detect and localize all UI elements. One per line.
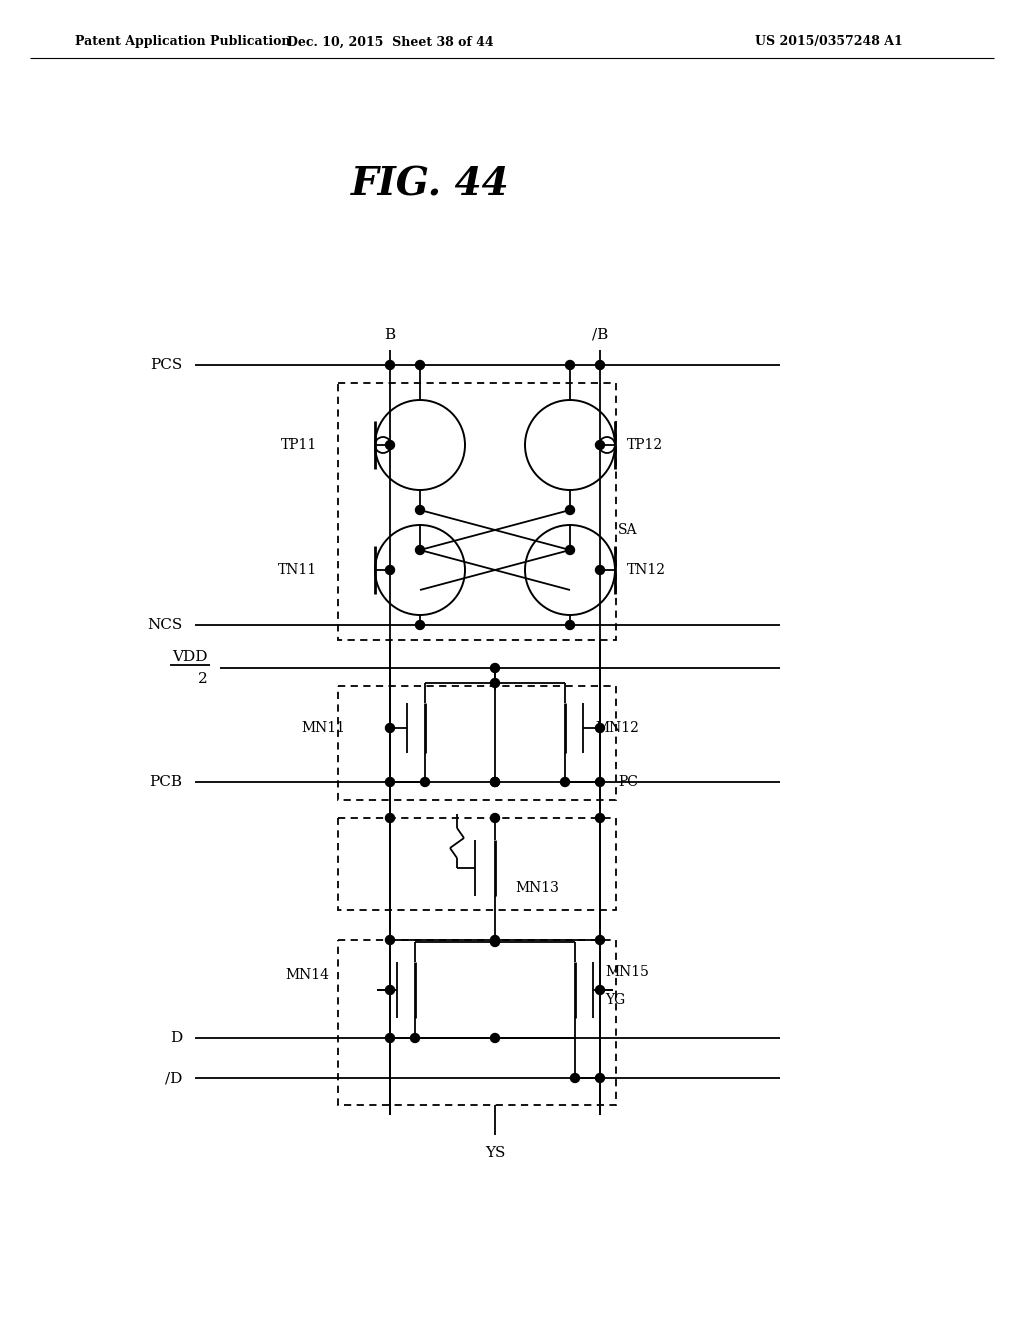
Circle shape	[596, 777, 604, 787]
Circle shape	[385, 723, 394, 733]
Text: /B: /B	[592, 327, 608, 342]
Circle shape	[416, 620, 425, 630]
Text: PCB: PCB	[150, 775, 182, 789]
Circle shape	[416, 360, 425, 370]
Circle shape	[490, 936, 500, 945]
Circle shape	[385, 1034, 394, 1043]
Text: 2: 2	[199, 672, 208, 686]
Circle shape	[385, 565, 394, 574]
Circle shape	[416, 545, 425, 554]
Circle shape	[490, 937, 500, 946]
Text: MN12: MN12	[595, 721, 639, 735]
Circle shape	[490, 678, 500, 688]
Text: /D: /D	[165, 1071, 182, 1085]
Text: Patent Application Publication: Patent Application Publication	[75, 36, 291, 49]
Circle shape	[490, 813, 500, 822]
Text: B: B	[384, 327, 395, 342]
Circle shape	[385, 936, 394, 945]
Circle shape	[570, 1073, 580, 1082]
Circle shape	[490, 777, 500, 787]
Circle shape	[416, 506, 425, 515]
Circle shape	[596, 441, 604, 450]
Circle shape	[565, 506, 574, 515]
Text: MN13: MN13	[515, 880, 559, 895]
Text: VDD: VDD	[172, 649, 208, 664]
Circle shape	[565, 620, 574, 630]
Text: US 2015/0357248 A1: US 2015/0357248 A1	[755, 36, 903, 49]
Text: MN14: MN14	[285, 968, 329, 982]
Text: D: D	[170, 1031, 182, 1045]
Circle shape	[596, 813, 604, 822]
Bar	[338, 818, 616, 909]
Text: YG: YG	[605, 993, 626, 1007]
Text: TP12: TP12	[627, 438, 664, 451]
Circle shape	[411, 1034, 420, 1043]
Circle shape	[385, 813, 394, 822]
Circle shape	[560, 777, 569, 787]
Circle shape	[596, 360, 604, 370]
Text: TN12: TN12	[627, 564, 666, 577]
Text: Dec. 10, 2015  Sheet 38 of 44: Dec. 10, 2015 Sheet 38 of 44	[287, 36, 494, 49]
Circle shape	[565, 545, 574, 554]
Circle shape	[385, 441, 394, 450]
Circle shape	[385, 360, 394, 370]
Circle shape	[596, 565, 604, 574]
Text: PCS: PCS	[150, 358, 182, 372]
Text: MN15: MN15	[605, 965, 649, 979]
Text: TP11: TP11	[281, 438, 317, 451]
Circle shape	[565, 360, 574, 370]
Circle shape	[385, 777, 394, 787]
Circle shape	[596, 1073, 604, 1082]
Circle shape	[596, 723, 604, 733]
Text: NCS: NCS	[146, 618, 182, 632]
Text: MN11: MN11	[301, 721, 345, 735]
Text: TN11: TN11	[278, 564, 317, 577]
Bar	[338, 383, 616, 640]
Bar	[338, 686, 616, 800]
Circle shape	[490, 777, 500, 787]
Text: SA: SA	[618, 523, 638, 537]
Circle shape	[596, 986, 604, 994]
Bar	[338, 940, 616, 1105]
Text: PC: PC	[618, 775, 638, 789]
Text: YS: YS	[484, 1146, 505, 1160]
Circle shape	[596, 936, 604, 945]
Circle shape	[490, 664, 500, 672]
Circle shape	[385, 986, 394, 994]
Circle shape	[490, 1034, 500, 1043]
Circle shape	[421, 777, 429, 787]
Text: FIG. 44: FIG. 44	[350, 166, 509, 205]
